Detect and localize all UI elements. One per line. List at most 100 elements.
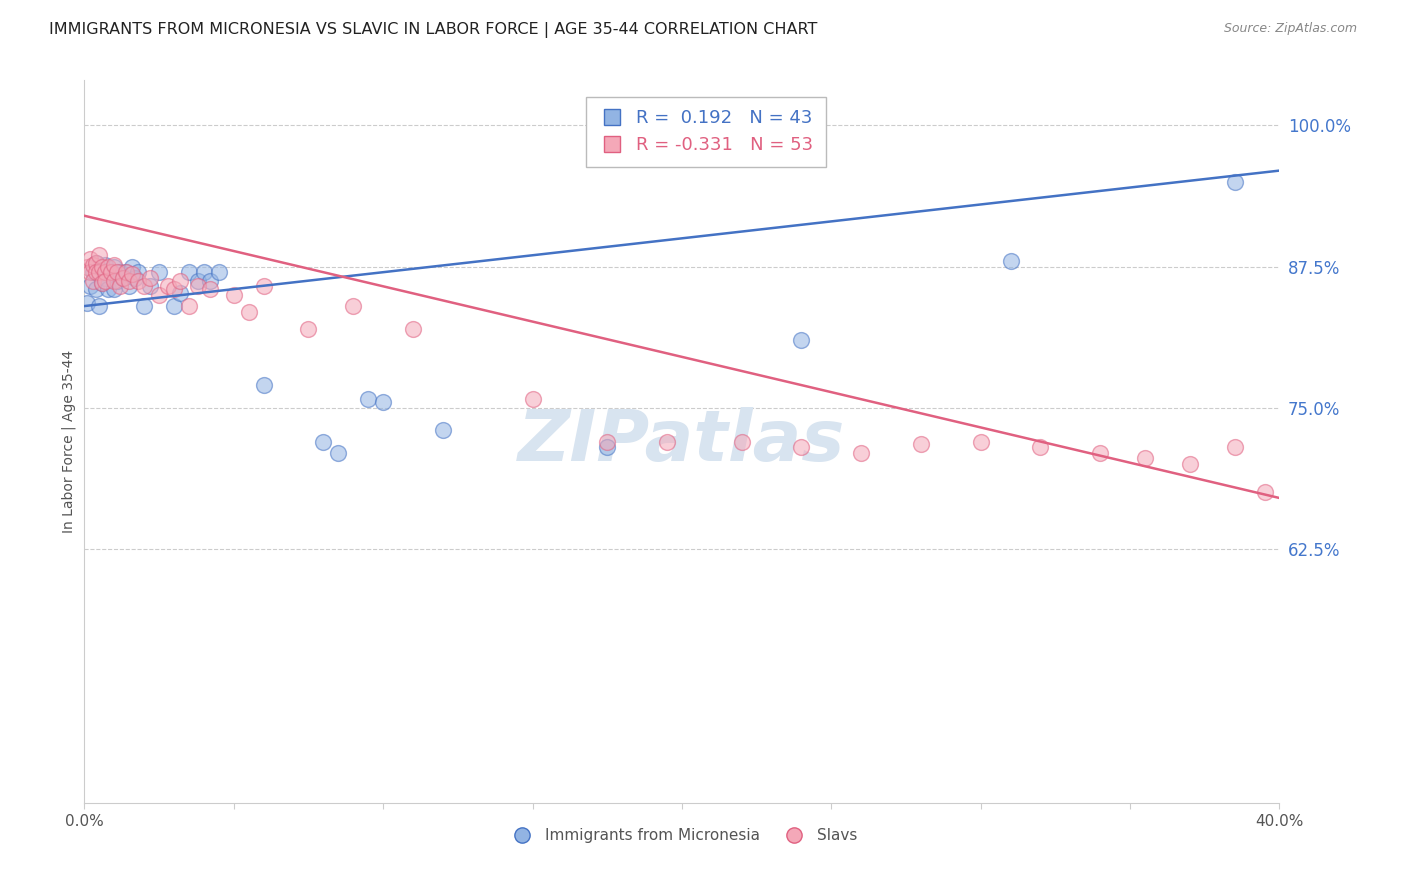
Point bbox=[432, 423, 454, 437]
Point bbox=[342, 299, 364, 313]
Point bbox=[76, 260, 98, 274]
Point bbox=[193, 265, 215, 279]
Point bbox=[253, 378, 276, 392]
Point bbox=[91, 277, 114, 291]
Point bbox=[139, 278, 162, 293]
Point bbox=[91, 277, 114, 291]
Point bbox=[100, 265, 122, 279]
Point bbox=[169, 285, 191, 300]
Point bbox=[79, 252, 101, 266]
Point bbox=[157, 278, 180, 293]
Point bbox=[910, 437, 932, 451]
Point bbox=[328, 446, 350, 460]
Point bbox=[115, 265, 138, 279]
Point bbox=[790, 333, 813, 347]
Point bbox=[121, 260, 143, 274]
Point bbox=[373, 395, 395, 409]
Point bbox=[177, 299, 200, 313]
Point bbox=[86, 282, 108, 296]
Point bbox=[86, 256, 108, 270]
Point bbox=[522, 392, 544, 406]
Point bbox=[163, 299, 186, 313]
Point bbox=[118, 274, 141, 288]
Point bbox=[1029, 440, 1052, 454]
Point bbox=[127, 265, 149, 279]
Point bbox=[357, 392, 380, 406]
Point bbox=[76, 295, 98, 310]
Point bbox=[112, 270, 135, 285]
Point bbox=[121, 268, 143, 282]
Point bbox=[82, 259, 104, 273]
Point bbox=[139, 270, 162, 285]
Point bbox=[177, 265, 200, 279]
Point bbox=[127, 274, 149, 288]
Point bbox=[89, 248, 111, 262]
Point bbox=[94, 259, 117, 273]
Point bbox=[89, 268, 111, 282]
Point bbox=[402, 321, 425, 335]
Point bbox=[198, 282, 221, 296]
Point bbox=[596, 440, 619, 454]
Point bbox=[731, 434, 754, 449]
Point bbox=[253, 278, 276, 293]
Point bbox=[163, 282, 186, 296]
Text: Source: ZipAtlas.com: Source: ZipAtlas.com bbox=[1223, 22, 1357, 36]
Point bbox=[79, 278, 101, 293]
Point bbox=[79, 265, 101, 279]
Point bbox=[105, 274, 128, 288]
Point bbox=[103, 274, 125, 288]
Point bbox=[115, 265, 138, 279]
Point bbox=[851, 446, 873, 460]
Point bbox=[596, 434, 619, 449]
Point bbox=[148, 265, 170, 279]
Point bbox=[208, 265, 231, 279]
Point bbox=[312, 434, 335, 449]
Text: IMMIGRANTS FROM MICRONESIA VS SLAVIC IN LABOR FORCE | AGE 35-44 CORRELATION CHAR: IMMIGRANTS FROM MICRONESIA VS SLAVIC IN … bbox=[49, 22, 817, 38]
Point bbox=[89, 299, 111, 313]
Point bbox=[187, 278, 209, 293]
Point bbox=[1253, 485, 1275, 500]
Point bbox=[132, 278, 156, 293]
Point bbox=[94, 270, 117, 285]
Point bbox=[198, 274, 221, 288]
Point bbox=[297, 321, 319, 335]
Point bbox=[222, 287, 245, 301]
Point bbox=[124, 270, 146, 285]
Point bbox=[97, 260, 120, 274]
Point bbox=[790, 440, 813, 454]
Point bbox=[1090, 446, 1112, 460]
Point bbox=[91, 260, 114, 274]
Point bbox=[110, 278, 132, 293]
Point bbox=[94, 265, 117, 279]
Point bbox=[1000, 253, 1022, 268]
Point bbox=[86, 256, 108, 270]
Point bbox=[1223, 440, 1246, 454]
Point bbox=[100, 265, 122, 279]
Point bbox=[970, 434, 993, 449]
Point bbox=[82, 265, 104, 279]
Point bbox=[1178, 457, 1201, 471]
Point bbox=[89, 265, 111, 279]
Point bbox=[112, 270, 135, 285]
Point bbox=[187, 274, 209, 288]
Point bbox=[103, 282, 125, 296]
Point bbox=[105, 265, 128, 279]
Point bbox=[1133, 451, 1156, 466]
Point bbox=[169, 274, 191, 288]
Point bbox=[86, 265, 108, 279]
Point bbox=[1223, 175, 1246, 189]
Point bbox=[148, 287, 170, 301]
Legend: Immigrants from Micronesia, Slavs: Immigrants from Micronesia, Slavs bbox=[501, 822, 863, 849]
Point bbox=[655, 434, 678, 449]
Point bbox=[132, 299, 156, 313]
Text: ZIPatlas: ZIPatlas bbox=[519, 407, 845, 476]
Point bbox=[82, 274, 104, 288]
Point bbox=[118, 278, 141, 293]
Point bbox=[110, 265, 132, 279]
Point bbox=[103, 259, 125, 273]
Y-axis label: In Labor Force | Age 35-44: In Labor Force | Age 35-44 bbox=[62, 350, 76, 533]
Point bbox=[97, 282, 120, 296]
Point bbox=[91, 263, 114, 277]
Point bbox=[103, 260, 125, 274]
Point bbox=[238, 304, 260, 318]
